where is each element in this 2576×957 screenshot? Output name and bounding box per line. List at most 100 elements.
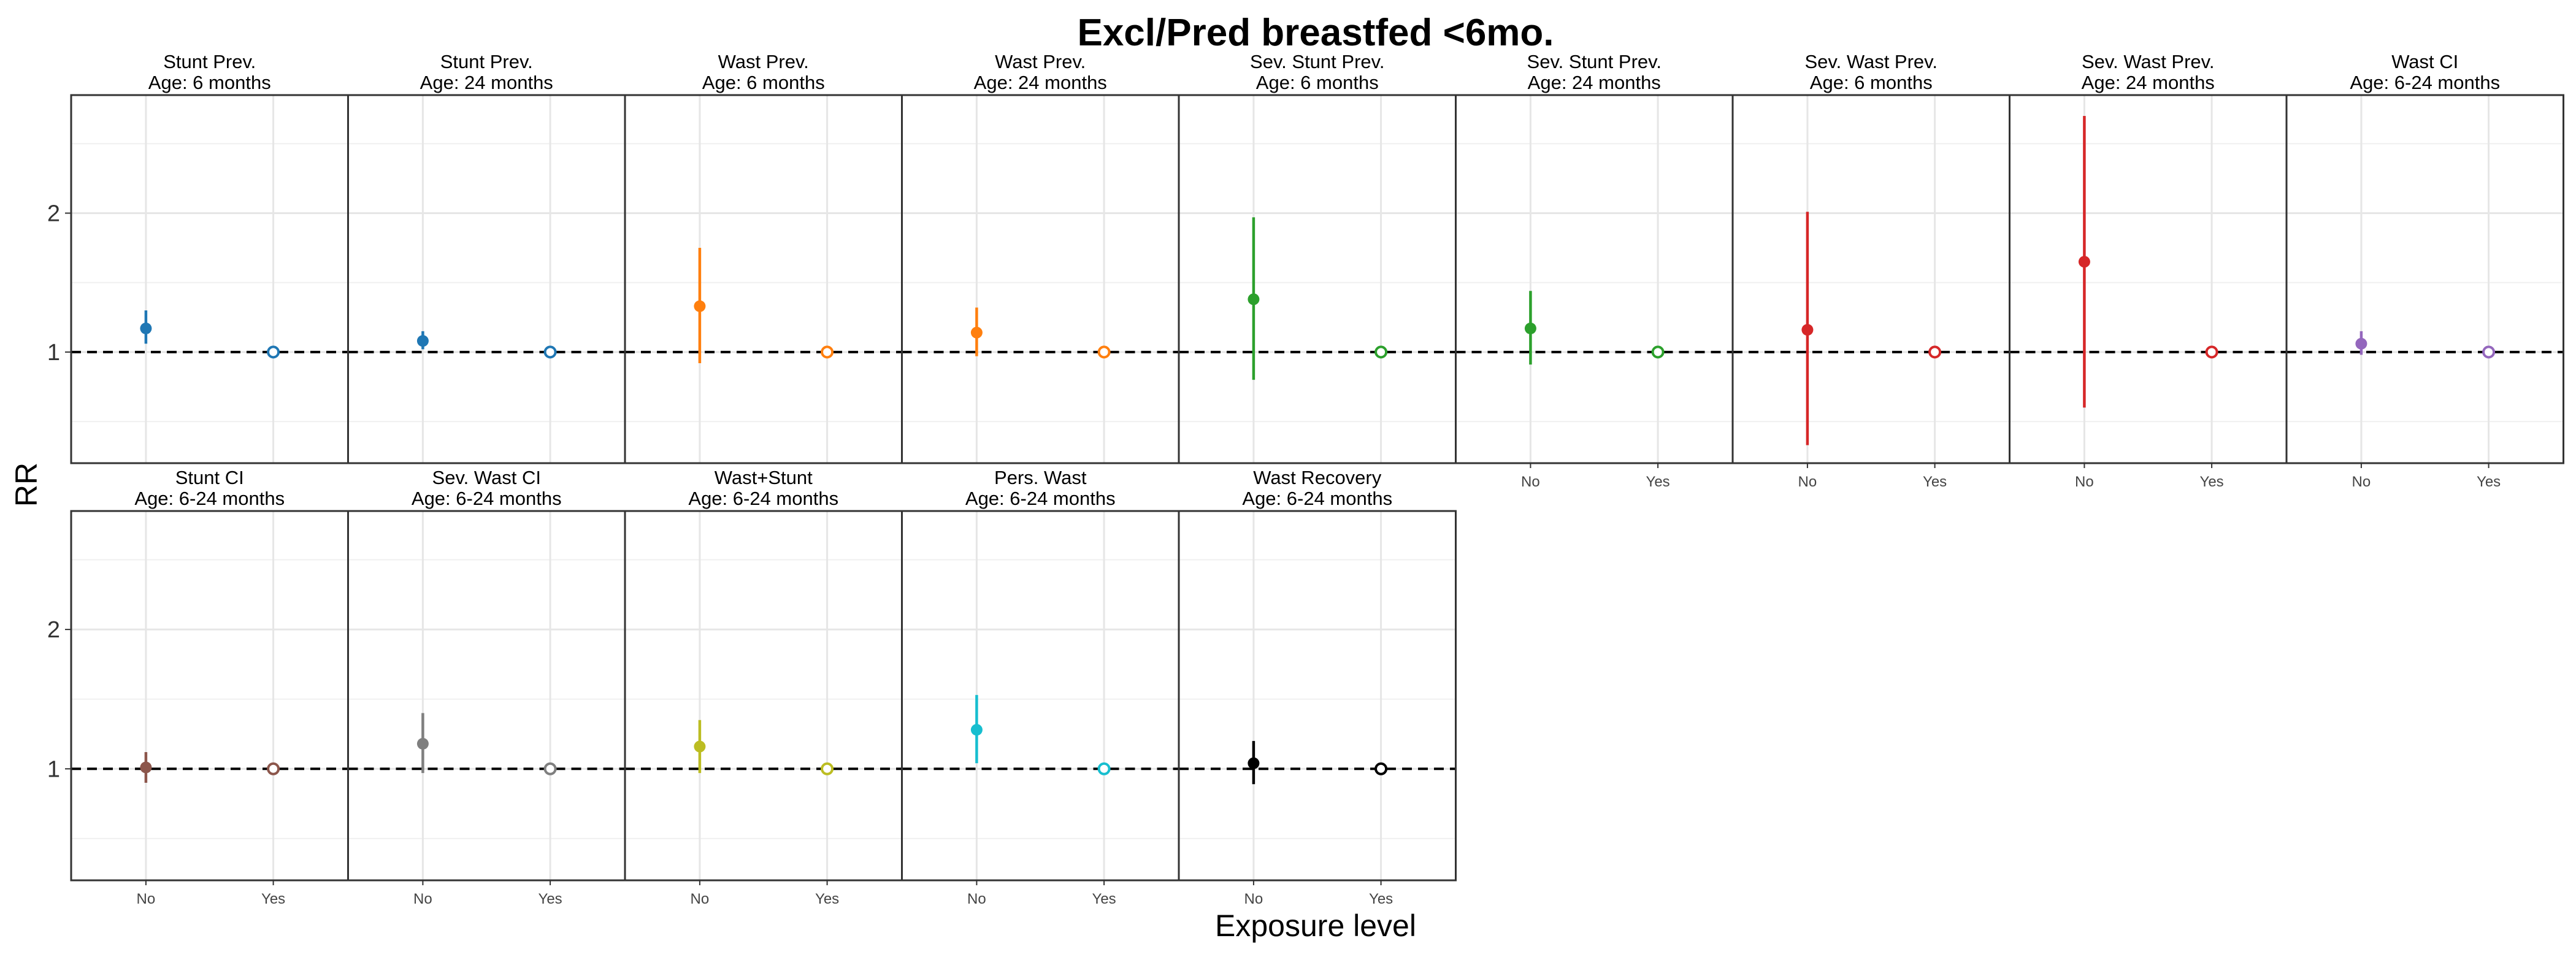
chart-title: Excl/Pred breastfed <6mo. [1077,12,1554,54]
point-estimate [1801,324,1814,336]
x-tick-label: Yes [1092,891,1116,907]
strip-label-age: Age: 6-24 months [2350,72,2500,93]
strip-label-age: Age: 6-24 months [965,488,1116,509]
x-tick-label: Yes [1369,891,1393,907]
facet-panel: Wast Prev.Age: 24 months [901,51,1180,464]
reference-point [2205,345,2218,359]
facet-panel: Wast Prev.Age: 6 months [624,51,903,464]
reference-point [1097,345,1111,359]
x-tick-label: Yes [1923,474,1947,490]
reference-point [1374,762,1388,775]
x-tick-label: No [1798,474,1817,490]
y-tick-label: 2 [47,201,60,226]
reference-point [267,345,280,359]
point-estimate [2078,256,2090,268]
x-tick-label: No [2352,474,2371,490]
strip-label-age: Age: 6 months [1256,72,1379,93]
x-tick-label: No [413,891,432,907]
panel-border [1455,94,1734,464]
strip-label-outcome: Sev. Wast CI [432,467,541,488]
x-tick-label: No [137,891,156,907]
point-estimate [970,724,983,736]
reference-point [1651,345,1665,359]
facet-panel: Sev. Stunt Prev.Age: 24 months No Yes [1455,51,1734,490]
y-axis-title: RR [9,463,44,507]
point-estimate [1248,757,1260,769]
y-tick-label: 2 [47,617,60,643]
point-estimate [970,326,983,339]
strip-label-age: Age: 24 months [2082,72,2215,93]
facet-panel: Stunt Prev.Age: 6 months 1 2 [47,51,349,464]
point-estimate [416,335,429,347]
strip-label-outcome: Wast+Stunt [715,467,813,488]
y-tick-label: 1 [47,340,60,366]
strip-label-age: Age: 24 months [1528,72,1661,93]
x-tick-label: Yes [2477,474,2501,490]
panel-border [1178,510,1457,882]
panel-border [70,94,349,464]
x-tick-label: Yes [261,891,285,907]
strip-label-age: Age: 6-24 months [134,488,285,509]
strip-label-age: Age: 6-24 months [688,488,838,509]
reference-point [821,762,834,775]
panel-border [624,94,903,464]
x-axis-title: Exposure level [1215,909,1416,943]
point-estimate [1524,322,1536,334]
x-tick-label: Yes [1646,474,1670,490]
panel-border [901,94,1180,464]
strip-label-outcome: Wast CI [2391,51,2458,72]
panel-border [1731,94,2011,464]
point-estimate [416,737,429,750]
panel-border [70,510,349,882]
y-tick-label: 1 [47,756,60,782]
point-estimate [140,761,152,774]
strip-label-outcome: Wast Prev. [718,51,809,72]
strip-label-age: Age: 6 months [702,72,825,93]
reference-point [821,345,834,359]
x-tick-label: Yes [2200,474,2224,490]
facet-panel: Stunt Prev.Age: 24 months [347,51,626,464]
strip-label-outcome: Sev. Stunt Prev. [1527,51,1662,72]
strip-label-age: Age: 6-24 months [412,488,562,509]
strip-label-outcome: Wast Recovery [1253,467,1382,488]
point-estimate [1248,293,1260,306]
reference-point [267,762,280,775]
panel-border [347,94,626,464]
strip-label-outcome: Stunt Prev. [163,51,256,72]
reference-point [1928,345,1942,359]
facet-panel: Sev. Stunt Prev.Age: 6 months [1178,51,1457,464]
facet-panel: Sev. Wast Prev.Age: 24 months No Yes [2009,51,2288,490]
x-tick-label: Yes [815,891,839,907]
strip-label-outcome: Wast Prev. [995,51,1086,72]
panel-border [2009,94,2288,464]
point-estimate [2355,337,2367,350]
strip-label-outcome: Sev. Wast Prev. [1805,51,1938,72]
point-estimate [140,322,152,334]
x-tick-label: No [2075,474,2094,490]
strip-label-age: Age: 6 months [148,72,271,93]
strip-label-outcome: Sev. Stunt Prev. [1250,51,1384,72]
strip-label-age: Age: 24 months [974,72,1107,93]
point-estimate [694,740,706,753]
x-tick-label: No [1521,474,1540,490]
strip-label-age: Age: 6-24 months [1242,488,1392,509]
x-tick-label: Yes [539,891,562,907]
strip-label-age: Age: 24 months [420,72,553,93]
facet-panel: Sev. Wast Prev.Age: 6 months No Yes [1731,51,2011,490]
x-tick-label: No [967,891,986,907]
reference-point [1097,762,1111,775]
panel-border [624,510,903,882]
x-tick-label: No [1244,891,1263,907]
panel-border [901,510,1180,882]
panel-border [2285,94,2564,464]
point-estimate [694,300,706,312]
x-tick-label: No [691,891,710,907]
